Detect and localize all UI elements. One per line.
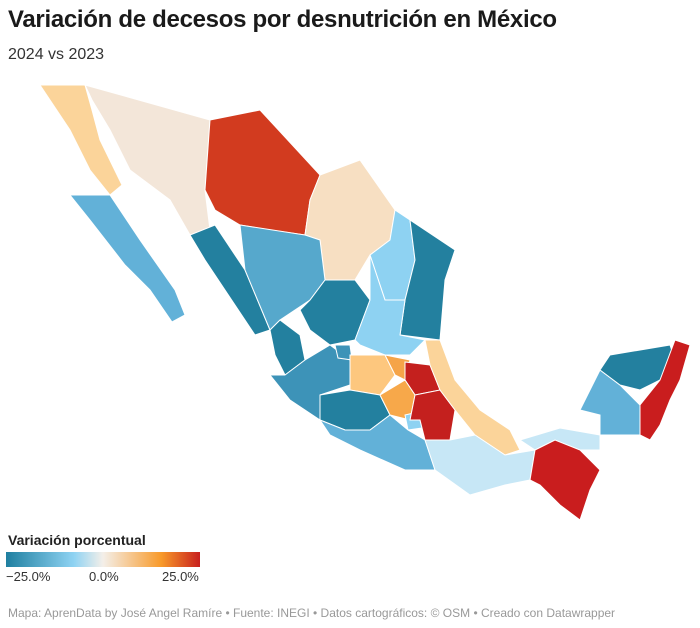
page-title: Variación de decesos por desnutrición en…	[8, 6, 557, 33]
state-chiapas[interactable]	[529, 439, 601, 521]
state-aguascalientes[interactable]	[334, 344, 353, 361]
state-oaxaca[interactable]	[424, 434, 536, 496]
legend-tick-zero: 0.0%	[89, 569, 119, 584]
legend-gradient-bar	[6, 552, 200, 567]
state-baja-california[interactable]	[39, 84, 123, 196]
state-san-luis-potosi[interactable]	[354, 254, 427, 356]
footer-credits: Mapa: AprenData by José Angel Ramíre • F…	[8, 606, 616, 620]
state-campeche[interactable]	[579, 369, 641, 436]
state-jalisco[interactable]	[268, 344, 351, 421]
state-sinaloa[interactable]	[189, 224, 271, 336]
legend-tick-min: −25.0%	[6, 569, 51, 584]
legend-tick-max: 25.0%	[162, 569, 199, 584]
state-veracruz[interactable]	[424, 339, 521, 456]
state-chihuahua[interactable]	[204, 109, 321, 236]
page-subtitle: 2024 vs 2023	[8, 46, 105, 63]
state-yucatan[interactable]	[599, 344, 676, 391]
state-quintana-roo[interactable]	[639, 339, 691, 441]
state-tamaulipas[interactable]	[399, 218, 456, 341]
legend-title: Variación porcentual	[8, 532, 146, 548]
state-baja-california-sur[interactable]	[68, 194, 186, 323]
